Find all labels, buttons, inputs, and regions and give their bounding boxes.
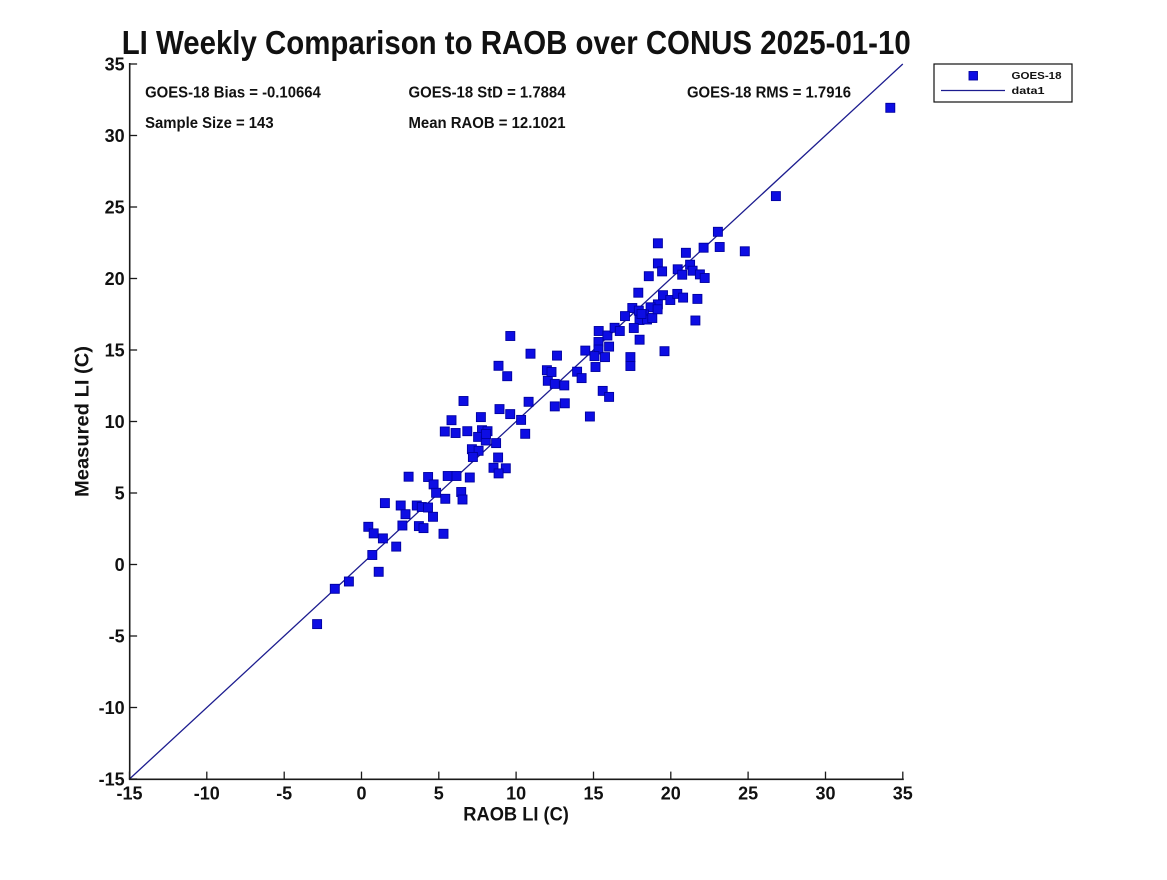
svg-text:-5: -5 [276, 784, 292, 804]
svg-text:Mean RAOB = 12.1021: Mean RAOB = 12.1021 [409, 115, 566, 132]
svg-text:35: 35 [893, 784, 913, 804]
svg-text:0: 0 [356, 784, 366, 804]
svg-text:-15: -15 [116, 784, 142, 804]
svg-text:GOES-18 StD = 1.7884: GOES-18 StD = 1.7884 [409, 85, 566, 102]
svg-text:20: 20 [661, 784, 681, 804]
svg-text:-15: -15 [99, 769, 125, 789]
svg-text:30: 30 [105, 126, 125, 146]
svg-text:25: 25 [105, 197, 125, 217]
svg-text:GOES-18 RMS = 1.7916: GOES-18 RMS = 1.7916 [687, 85, 851, 102]
svg-text:5: 5 [115, 483, 125, 503]
svg-text:GOES-18: GOES-18 [1012, 71, 1062, 82]
svg-text:RAOB LI (C): RAOB LI (C) [463, 804, 569, 825]
svg-text:15: 15 [583, 784, 603, 804]
svg-text:10: 10 [105, 412, 125, 432]
svg-text:-10: -10 [194, 784, 220, 804]
svg-text:Sample Size = 143: Sample Size = 143 [145, 115, 274, 132]
svg-text:35: 35 [105, 54, 125, 74]
svg-text:Measured LI (C): Measured LI (C) [73, 346, 94, 497]
svg-text:-10: -10 [99, 698, 125, 718]
svg-text:25: 25 [738, 784, 758, 804]
svg-text:-5: -5 [109, 626, 125, 646]
svg-text:30: 30 [815, 784, 835, 804]
svg-text:LI Weekly Comparison to RAOB o: LI Weekly Comparison to RAOB over CONUS … [122, 24, 911, 61]
svg-text:0: 0 [115, 555, 125, 575]
svg-text:GOES-18 Bias = -0.10664: GOES-18 Bias = -0.10664 [145, 85, 321, 102]
svg-text:5: 5 [434, 784, 444, 804]
svg-text:data1: data1 [1012, 86, 1046, 97]
svg-text:15: 15 [105, 340, 125, 360]
svg-text:20: 20 [105, 269, 125, 289]
svg-text:10: 10 [506, 784, 526, 804]
